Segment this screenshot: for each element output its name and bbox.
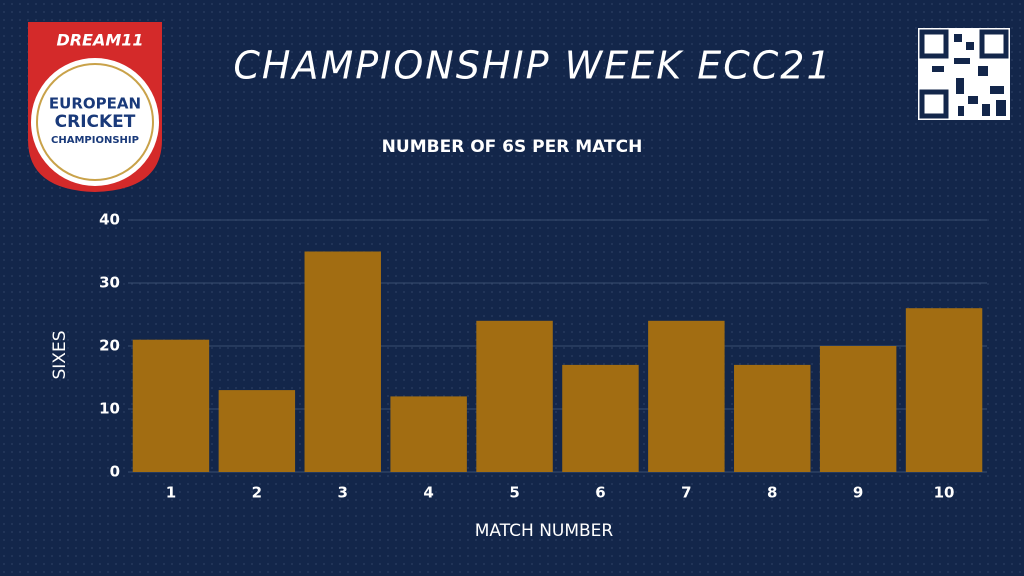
bar xyxy=(304,251,381,472)
y-tick-label: 30 xyxy=(99,274,120,292)
bar xyxy=(905,308,983,472)
y-tick-label: 20 xyxy=(99,337,120,355)
x-tick-label: 8 xyxy=(767,484,777,502)
bar xyxy=(819,346,897,472)
bar xyxy=(648,320,725,472)
logo-line: CRICKET xyxy=(55,112,136,132)
x-tick-label: 6 xyxy=(595,484,605,502)
x-tick-label: 7 xyxy=(681,484,691,502)
bar xyxy=(476,320,553,472)
y-tick-label: 0 xyxy=(110,463,120,481)
qr-finder xyxy=(919,89,949,119)
bar xyxy=(734,364,811,472)
x-tick-label: 9 xyxy=(853,484,863,502)
qr-modules xyxy=(932,34,1006,116)
chart-title: CHAMPIONSHIP WEEK ECC21 xyxy=(233,44,832,88)
bar xyxy=(390,396,467,472)
x-tick-label: 2 xyxy=(252,484,262,502)
bar xyxy=(218,390,296,472)
x-tick-label: 10 xyxy=(934,484,955,502)
bar xyxy=(562,364,639,472)
y-axis-label: SIXES xyxy=(50,331,70,380)
x-axis-label: MATCH NUMBER xyxy=(475,521,614,541)
qr-finder xyxy=(919,29,949,59)
logo-line: EUROPEAN xyxy=(49,95,141,113)
x-tick-label: 1 xyxy=(166,484,176,502)
qr-code xyxy=(918,28,1010,120)
y-tick-label: 40 xyxy=(99,211,120,229)
logo: DREAM11 EUROPEAN CRICKET CHAMPIONSHIP xyxy=(28,22,162,192)
x-tick-label: 5 xyxy=(509,484,519,502)
logo-ring xyxy=(36,63,154,181)
logo-brand: DREAM11 xyxy=(56,31,143,50)
y-tick-label: 10 xyxy=(99,400,120,418)
x-tick-label: 4 xyxy=(423,484,433,502)
qr-finder xyxy=(979,29,1009,59)
x-tick-label: 3 xyxy=(338,484,348,502)
logo-line: CHAMPIONSHIP xyxy=(51,135,139,146)
qr-background xyxy=(918,28,1010,120)
bar xyxy=(132,339,210,472)
chart-subtitle: NUMBER OF 6S PER MATCH xyxy=(382,137,643,157)
logo-circle xyxy=(31,58,159,186)
